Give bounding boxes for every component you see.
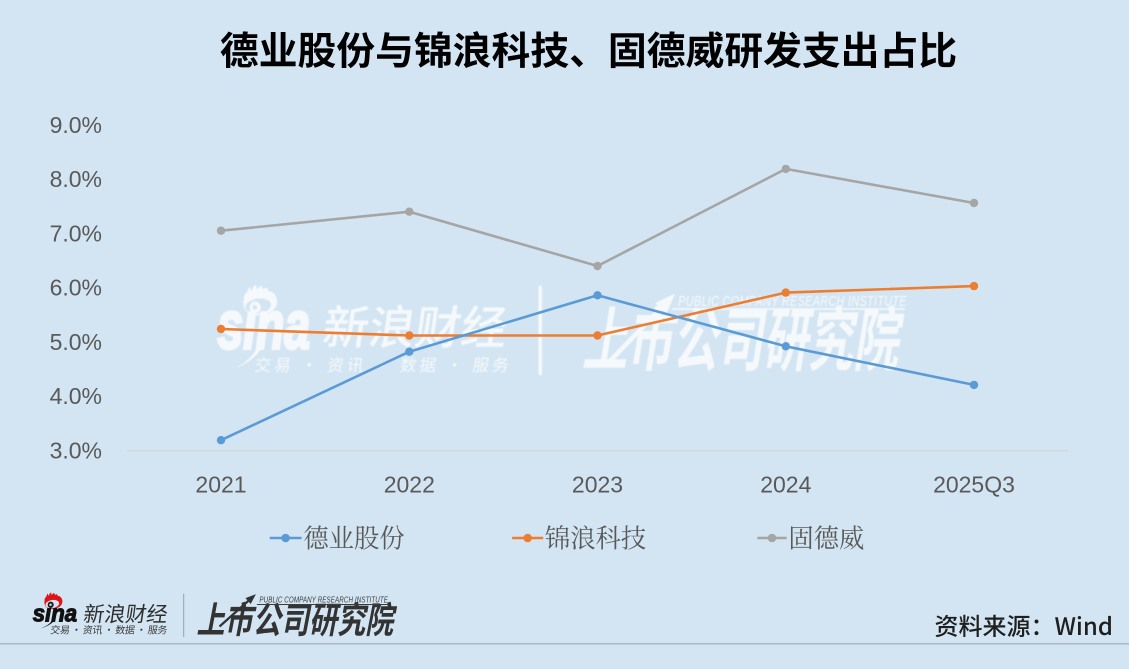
svg-text:5.0%: 5.0%	[50, 329, 102, 355]
svg-text:sına: sına	[33, 599, 78, 626]
svg-text:2024: 2024	[760, 472, 811, 498]
svg-text:3.0%: 3.0%	[50, 438, 102, 464]
svg-text:2023: 2023	[572, 472, 623, 498]
svg-text:6.0%: 6.0%	[50, 275, 102, 301]
svg-text:PUBLIC COMPANY RESEARCH INSTIT: PUBLIC COMPANY RESEARCH INSTITUTE	[259, 595, 388, 605]
svg-text:sına: sına	[218, 288, 310, 364]
svg-text:2021: 2021	[195, 472, 246, 498]
svg-text:7.0%: 7.0%	[50, 220, 102, 246]
svg-text:9.0%: 9.0%	[50, 112, 102, 138]
svg-text:PUBLIC COMPANY RESEARCH INSTIT: PUBLIC COMPANY RESEARCH INSTITUTE	[678, 292, 907, 309]
svg-text:4.0%: 4.0%	[50, 383, 102, 409]
svg-text:8.0%: 8.0%	[50, 166, 102, 192]
svg-text:2025Q3: 2025Q3	[933, 472, 1015, 498]
svg-text:2022: 2022	[384, 472, 435, 498]
